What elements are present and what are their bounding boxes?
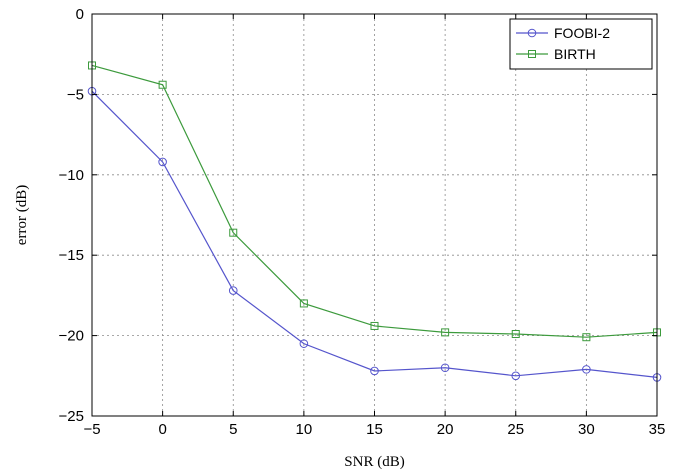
y-tick-label: −5	[67, 86, 84, 103]
y-tick-label: −10	[59, 167, 84, 184]
y-tick-label: −15	[59, 247, 84, 264]
legend-label: BIRTH	[554, 46, 596, 62]
x-tick-label: 25	[507, 421, 524, 438]
data-point	[158, 157, 167, 167]
legend-item: BIRTH	[516, 46, 596, 62]
x-tick-label: 35	[649, 421, 666, 438]
x-axis-label: SNR (dB)	[344, 454, 404, 470]
legend-item: FOOBI-2	[516, 25, 610, 41]
series-line	[91, 90, 658, 379]
x-tick-label: 15	[366, 421, 383, 438]
data-point	[511, 371, 521, 381]
series-layer	[87, 61, 662, 382]
data-point	[370, 321, 379, 330]
legend: FOOBI-2 BIRTH	[509, 18, 653, 70]
y-tick-label: 0	[76, 6, 84, 23]
legend-marker	[527, 28, 537, 38]
x-tick-label: −5	[83, 421, 100, 438]
data-point	[582, 365, 591, 374]
x-tick-label: 20	[437, 421, 454, 438]
y-axis-label: error (dB)	[14, 185, 30, 245]
x-tick-label: 30	[578, 421, 595, 438]
series-line	[91, 64, 658, 338]
data-point	[582, 333, 591, 342]
data-point	[511, 329, 520, 338]
legend-label: FOOBI-2	[554, 25, 610, 41]
y-tick-label: −20	[59, 328, 84, 345]
data-point	[158, 80, 167, 89]
tick-layer: −5 0 5 10 15 20 25 30 35 0 −5 −10 −15 −20 −25	[59, 6, 666, 438]
data-point	[229, 228, 238, 237]
data-point	[299, 339, 309, 348]
x-tick-label: 5	[229, 421, 237, 438]
y-tick-label: −25	[59, 408, 84, 425]
data-point	[299, 299, 308, 308]
x-tick-label: 10	[296, 421, 313, 438]
data-point	[370, 366, 379, 376]
data-point	[440, 363, 450, 373]
legend-box	[509, 18, 653, 70]
legend-marker	[528, 50, 536, 58]
x-tick-label: 0	[158, 421, 166, 438]
data-point	[228, 286, 238, 295]
data-point	[441, 328, 450, 337]
